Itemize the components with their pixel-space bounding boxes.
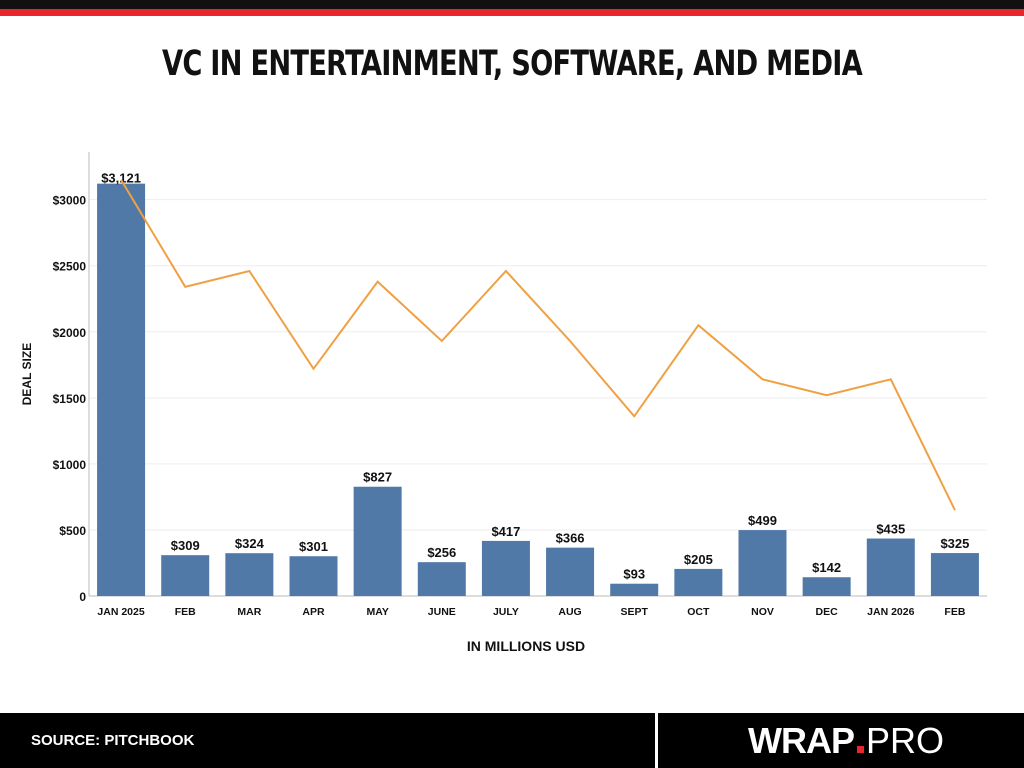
bar-data-label-8: $93 (623, 567, 645, 582)
bar-data-label-12: $435 (876, 522, 905, 537)
bar-data-label-9: $205 (684, 552, 713, 567)
x-tick-label-4: MAY (366, 606, 388, 618)
bar-12 (866, 538, 915, 596)
wrap-pro-logo[interactable]: WRAP PRO (748, 721, 944, 761)
bar-data-label-7: $366 (556, 531, 585, 546)
chart: 0 $500 $1000 $1500 $2000 $2500 $3000 $3,121 JAN … (20, 152, 987, 654)
x-tick-label-5: JUNE (428, 606, 456, 618)
x-tick-label-9: OCT (687, 606, 710, 618)
chart-title: VC IN ENTERTAINMENT, SOFTWARE, AND MEDIA (161, 44, 863, 84)
bar-4 (353, 486, 402, 596)
y-tick-label-6: $3000 (53, 194, 87, 208)
y-tick-label-1: $500 (59, 524, 86, 538)
bar-data-label-5: $256 (427, 545, 456, 560)
y-tick-label-3: $1500 (53, 392, 87, 406)
x-tick-label-11: DEC (816, 606, 839, 618)
bar-data-label-3: $301 (299, 539, 328, 554)
x-tick-label-3: APR (302, 606, 325, 618)
y-tick-label-5: $2500 (53, 260, 87, 274)
bar-data-label-6: $417 (491, 524, 520, 539)
y-tick-label-4: $2000 (53, 326, 87, 340)
bar-data-label-4: $827 (363, 470, 392, 485)
bar-5 (417, 562, 466, 596)
logo-suffix: PRO (866, 720, 945, 761)
bar-2 (225, 553, 274, 596)
bar-8 (610, 583, 659, 596)
bar-data-label-1: $309 (171, 538, 200, 553)
bar-7 (546, 547, 595, 596)
bar-data-label-2: $324 (235, 536, 265, 551)
bar-0 (97, 183, 146, 596)
bar-data-label-13: $325 (940, 536, 969, 551)
source-credit: SOURCE: PITCHBOOK (31, 732, 195, 749)
x-tick-label-7: AUG (558, 606, 581, 618)
x-axis-title: IN MILLIONS USD (467, 638, 585, 654)
x-tick-label-10: NOV (751, 606, 774, 618)
top-stripe-black (0, 0, 1024, 9)
x-tick-label-6: JULY (493, 606, 519, 618)
logo-dot (857, 746, 864, 753)
y-tick-label-0: 0 (79, 590, 86, 604)
bar-data-label-11: $142 (812, 560, 841, 575)
footer-divider (655, 713, 658, 768)
bar-data-label-10: $499 (748, 513, 777, 528)
bar-data-label-0: $3,121 (101, 171, 141, 186)
bar-13 (930, 553, 979, 596)
bar-3 (289, 556, 338, 596)
bar-10 (738, 530, 787, 596)
footer-bar: SOURCE: PITCHBOOK WRAP PRO (0, 713, 1024, 768)
trend-line (120, 179, 956, 511)
logo-wordmark: WRAP (748, 720, 855, 761)
bar-1 (161, 555, 210, 596)
bar-6 (481, 540, 530, 596)
x-tick-label-12: JAN 2026 (867, 606, 914, 618)
bar-9 (674, 568, 723, 596)
top-stripe-red (0, 9, 1024, 16)
y-tick-label-2: $1000 (53, 458, 87, 472)
bar-11 (802, 577, 851, 596)
y-axis-title: DEAL SIZE (20, 343, 34, 405)
x-tick-label-8: SEPT (620, 606, 648, 618)
x-tick-label-2: MAR (237, 606, 261, 618)
x-tick-label-0: JAN 2025 (97, 606, 144, 618)
x-tick-label-1: FEB (175, 606, 196, 618)
x-tick-label-13: FEB (944, 606, 965, 618)
